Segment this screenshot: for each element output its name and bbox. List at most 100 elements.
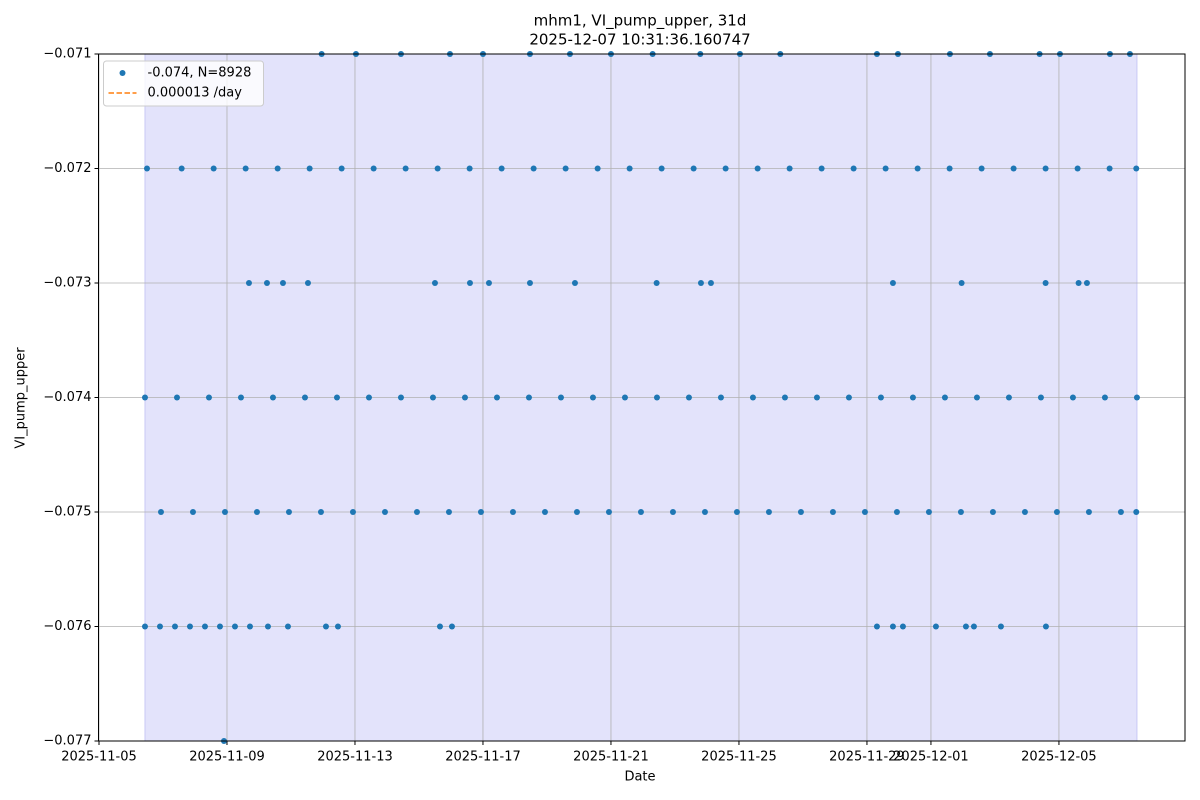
data-point	[829, 509, 836, 515]
data-point	[845, 394, 852, 401]
data-point	[434, 165, 441, 172]
data-point	[1042, 280, 1049, 286]
data-point	[1085, 509, 1092, 515]
data-point	[322, 623, 329, 630]
x-tick-label: 2025-11-29	[829, 750, 905, 765]
data-point	[264, 623, 271, 630]
data-point	[245, 280, 252, 286]
data-point	[589, 394, 596, 401]
data-point	[690, 165, 697, 172]
data-point	[786, 165, 793, 172]
data-point	[722, 165, 729, 172]
data-point	[1037, 394, 1044, 401]
data-point	[973, 394, 980, 401]
data-point	[402, 165, 409, 172]
data-point	[370, 165, 377, 172]
y-tick-label: −0.073	[43, 276, 91, 291]
data-point	[237, 394, 244, 401]
data-point	[1010, 165, 1017, 172]
data-point	[1075, 280, 1082, 286]
data-point	[1133, 509, 1140, 515]
data-point	[334, 623, 341, 630]
data-point	[284, 623, 291, 630]
data-point	[466, 165, 473, 172]
legend-box	[103, 60, 264, 107]
data-point	[525, 394, 532, 401]
data-point	[141, 623, 148, 630]
data-point	[1133, 394, 1140, 401]
data-point	[557, 394, 564, 401]
data-point	[970, 623, 977, 630]
y-tick-label: −0.075	[43, 505, 91, 520]
data-point	[1042, 165, 1049, 172]
legend-label: -0.074, N=8928	[148, 66, 252, 81]
data-point	[526, 280, 533, 286]
y-tick-label: −0.072	[43, 161, 91, 176]
y-tick-label: −0.076	[43, 619, 91, 634]
data-point	[877, 394, 884, 401]
data-point	[143, 165, 150, 172]
data-point	[156, 623, 163, 630]
data-point	[263, 280, 270, 286]
data-point	[431, 280, 438, 286]
y-axis-label: VI_pump_upper	[14, 347, 29, 449]
data-point	[626, 165, 633, 172]
data-point	[797, 509, 804, 515]
legend-marker	[119, 70, 126, 76]
data-point	[882, 165, 889, 172]
y-tick-label: −0.077	[43, 734, 91, 749]
data-point	[530, 165, 537, 172]
x-tick-label: 2025-12-01	[893, 750, 969, 765]
data-point	[813, 394, 820, 401]
data-point	[253, 509, 260, 515]
data-point	[381, 509, 388, 515]
data-point	[477, 509, 484, 515]
data-point	[962, 623, 969, 630]
data-point	[397, 394, 404, 401]
legend-label: 0.000013 /day	[148, 86, 243, 101]
data-point	[637, 509, 644, 515]
data-point	[1106, 165, 1113, 172]
x-tick-label: 2025-11-05	[61, 750, 137, 765]
data-point	[1083, 280, 1090, 286]
data-point	[978, 165, 985, 172]
data-point	[242, 165, 249, 172]
data-point	[171, 623, 178, 630]
data-point	[653, 280, 660, 286]
data-point	[765, 509, 772, 515]
data-point	[701, 509, 708, 515]
data-point	[658, 165, 665, 172]
data-point	[850, 165, 857, 172]
data-point	[285, 509, 292, 515]
data-point	[873, 623, 880, 630]
data-point	[413, 509, 420, 515]
data-point	[1069, 394, 1076, 401]
data-point	[498, 165, 505, 172]
data-point	[436, 623, 443, 630]
data-point	[231, 623, 238, 630]
data-point	[1133, 165, 1140, 172]
data-point	[279, 280, 286, 286]
data-point	[697, 280, 704, 286]
x-tick-label: 2025-12-05	[1021, 750, 1097, 765]
data-point	[914, 165, 921, 172]
data-point	[997, 623, 1004, 630]
data-point	[216, 623, 223, 630]
data-point	[707, 280, 714, 286]
x-tick-label: 2025-11-09	[189, 750, 265, 765]
data-point	[733, 509, 740, 515]
data-point	[493, 394, 500, 401]
data-point	[541, 509, 548, 515]
data-point	[304, 280, 311, 286]
data-point	[573, 509, 580, 515]
chart-title: mhm1, VI_pump_upper, 31d	[534, 12, 747, 31]
data-point	[958, 280, 965, 286]
data-point	[301, 394, 308, 401]
data-point	[485, 280, 492, 286]
legend: -0.074, N=8928 0.000013 /day	[103, 60, 264, 107]
data-point	[621, 394, 628, 401]
data-point	[1074, 165, 1081, 172]
x-tick-label: 2025-11-13	[317, 750, 393, 765]
data-point	[210, 165, 217, 172]
